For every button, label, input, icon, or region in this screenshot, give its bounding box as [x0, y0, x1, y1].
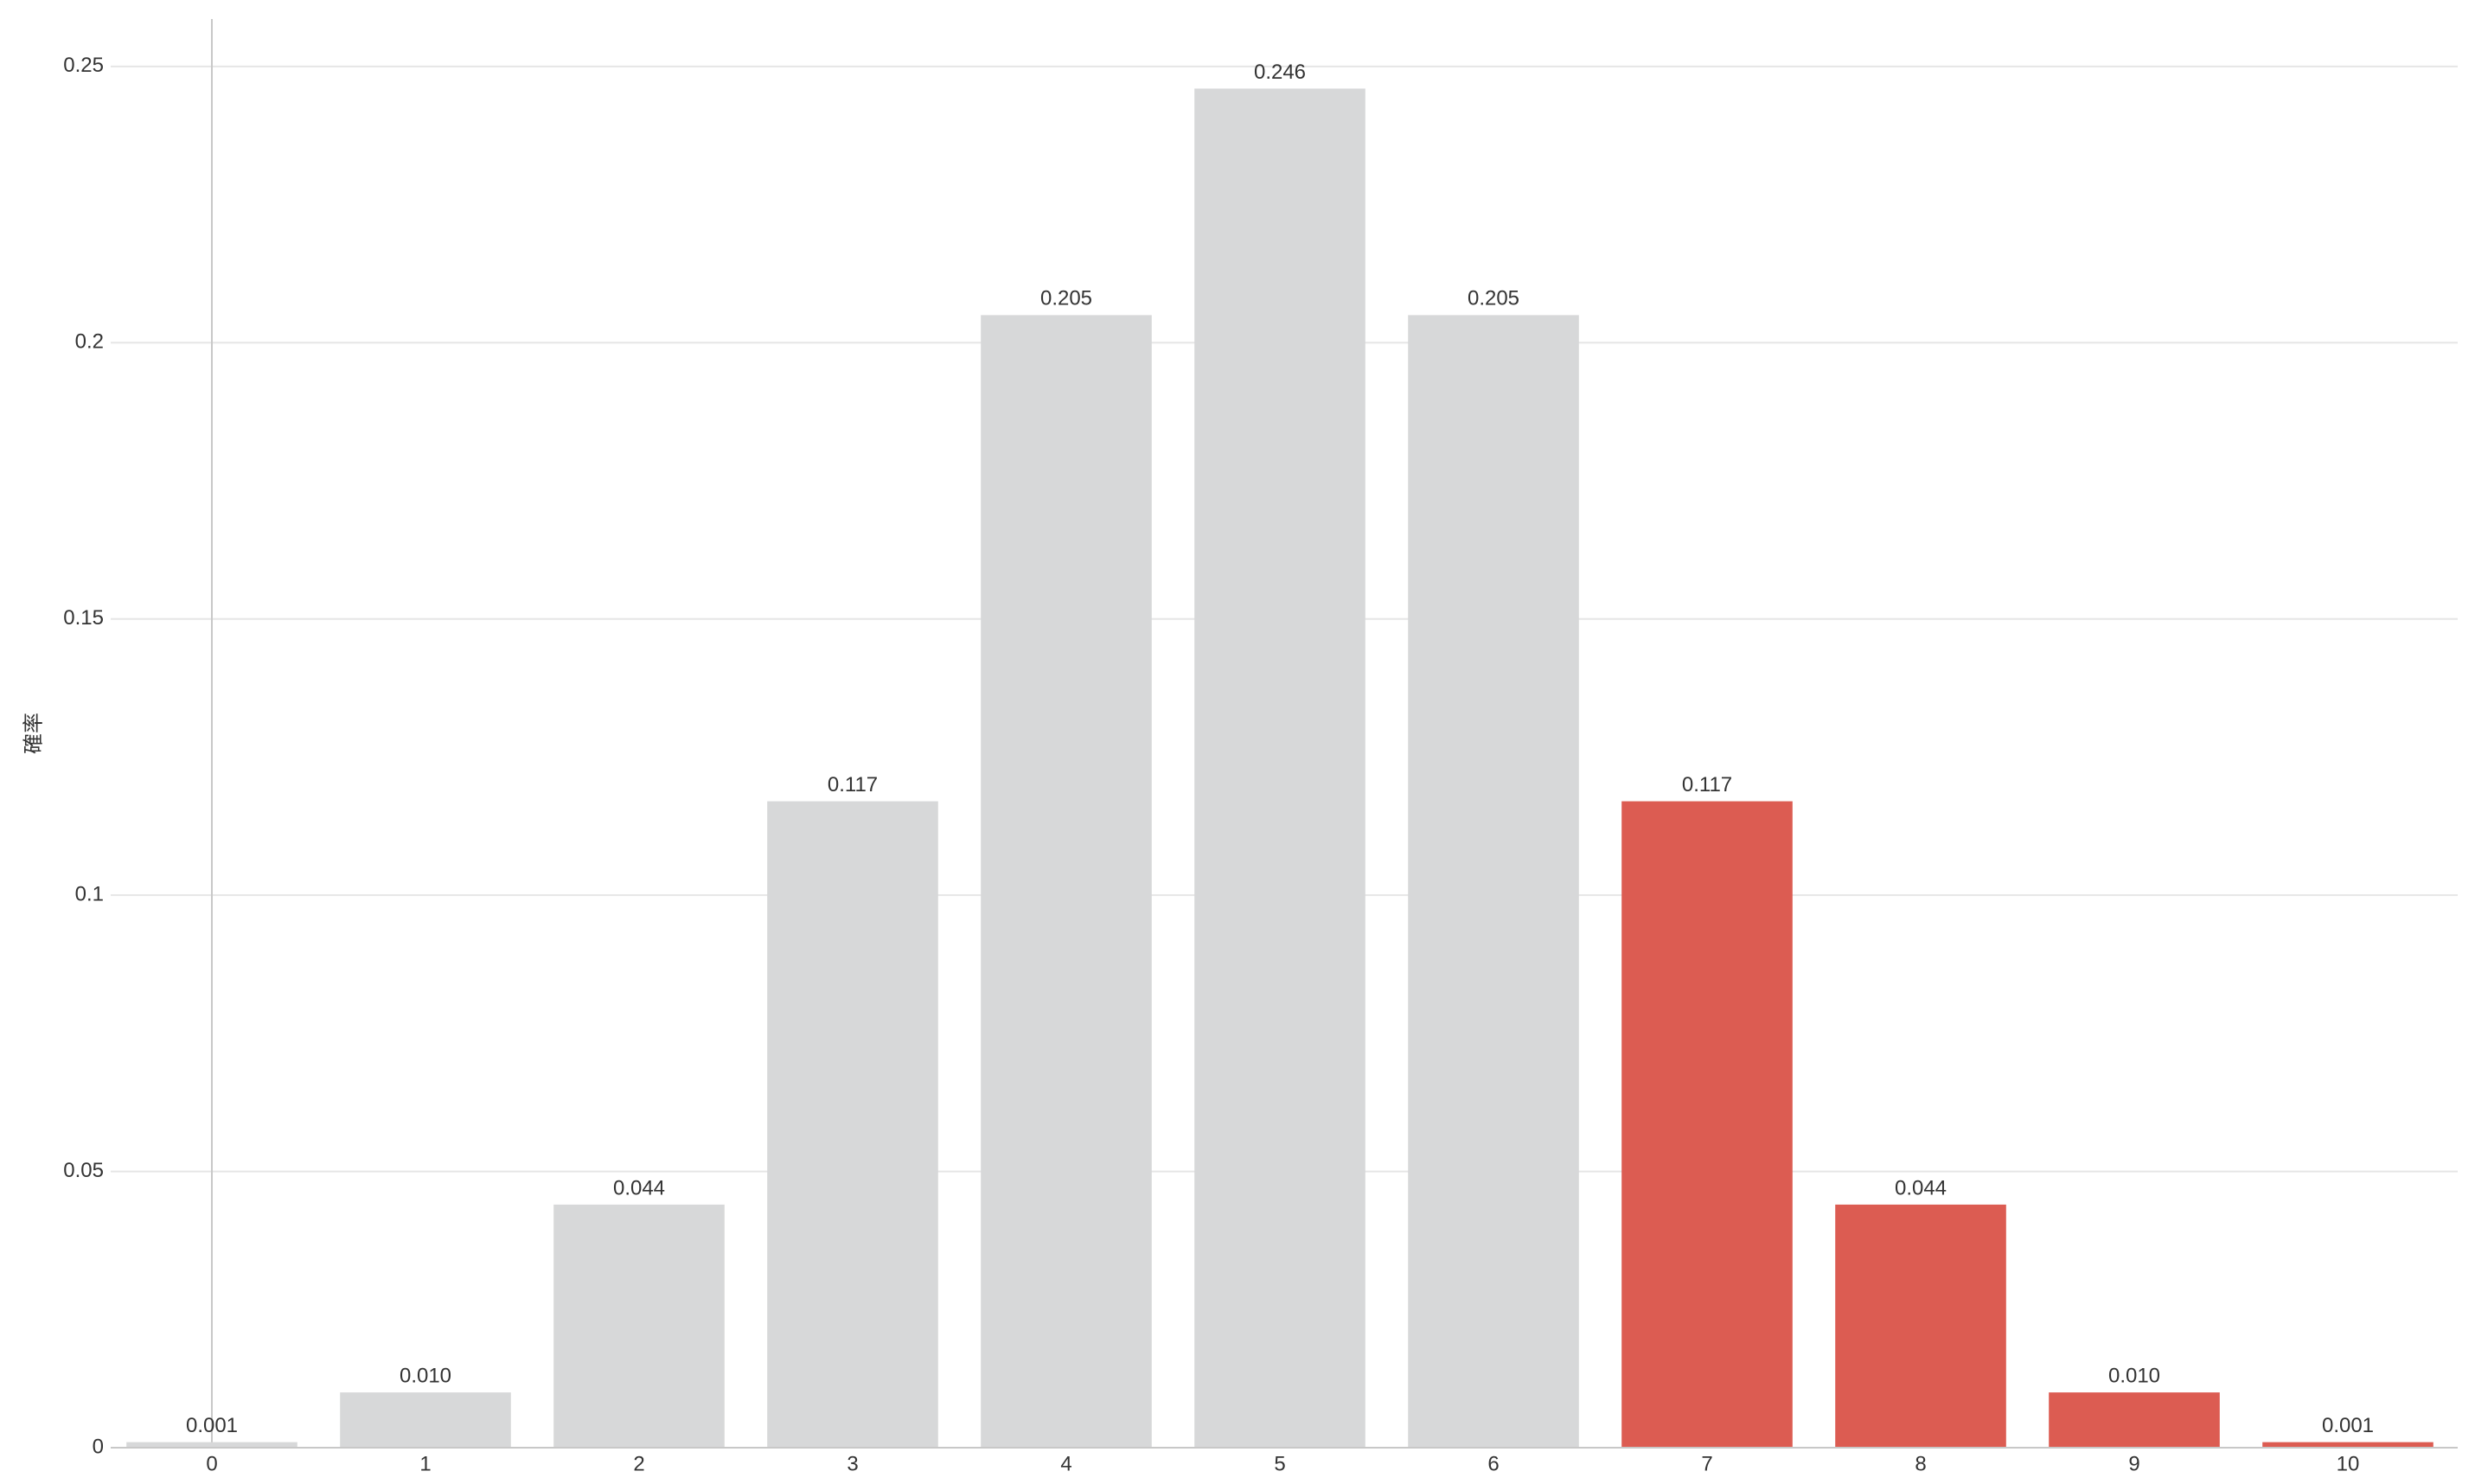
- y-tick-label: 0.05: [63, 1159, 104, 1182]
- x-tick-label: 10: [2337, 1452, 2360, 1475]
- x-tick-label: 5: [1274, 1452, 1285, 1475]
- y-tick-label: 0.1: [75, 882, 104, 905]
- bar: [2049, 1392, 2220, 1448]
- bar: [767, 801, 938, 1448]
- y-tick-label: 0.15: [63, 606, 104, 630]
- bar: [1835, 1204, 2006, 1448]
- y-tick-label: 0.25: [63, 54, 104, 77]
- value-label: 0.246: [1254, 61, 1306, 84]
- bar: [1408, 315, 1579, 1449]
- x-tick-label: 4: [1060, 1452, 1071, 1475]
- value-label: 0.205: [1468, 287, 1519, 310]
- y-axis-title: 確率: [22, 713, 45, 754]
- value-label: 0.205: [1040, 287, 1092, 310]
- x-tick-label: 6: [1487, 1452, 1499, 1475]
- x-tick-label: 3: [847, 1452, 858, 1475]
- x-tick-label: 2: [633, 1452, 644, 1475]
- x-tick-label: 1: [419, 1452, 431, 1475]
- y-tick-label: 0: [93, 1435, 104, 1458]
- bar: [126, 1442, 297, 1448]
- y-tick-label: 0.2: [75, 330, 104, 354]
- value-label: 0.044: [613, 1176, 665, 1199]
- bar: [340, 1392, 511, 1448]
- bar: [2262, 1442, 2433, 1448]
- value-label: 0.010: [400, 1364, 451, 1387]
- value-label: 0.001: [2322, 1414, 2374, 1437]
- x-tick-label: 7: [1701, 1452, 1712, 1475]
- bar: [553, 1204, 725, 1448]
- value-label: 0.010: [2108, 1364, 2160, 1387]
- bar: [981, 315, 1152, 1449]
- bar: [1621, 801, 1793, 1448]
- value-label: 0.044: [1895, 1176, 1947, 1199]
- value-label: 0.001: [186, 1414, 238, 1437]
- bar: [1194, 88, 1365, 1448]
- value-label: 0.117: [1682, 773, 1732, 796]
- x-tick-label: 9: [2128, 1452, 2139, 1475]
- x-tick-label: 0: [206, 1452, 217, 1475]
- value-label: 0.117: [828, 773, 878, 796]
- x-tick-label: 8: [1915, 1452, 1926, 1475]
